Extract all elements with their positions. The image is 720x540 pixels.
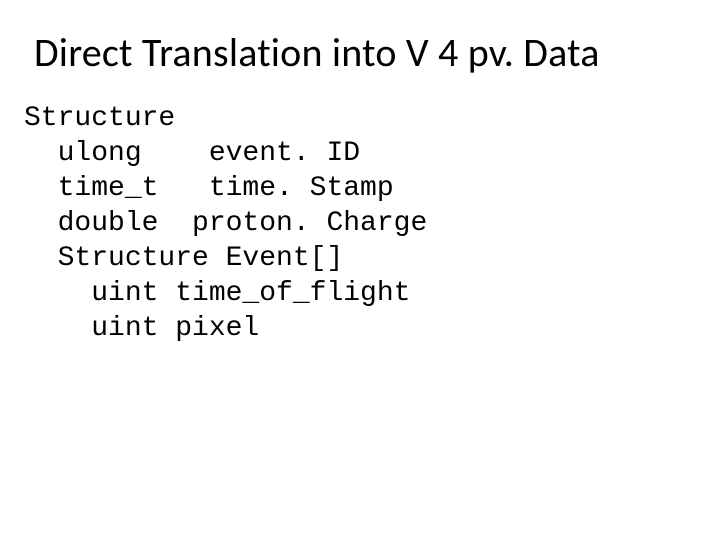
code-line-6: uint time_of_flight <box>24 278 410 309</box>
slide-title: Direct Translation into V 4 pv. Data <box>34 28 686 77</box>
slide: Direct Translation into V 4 pv. Data Str… <box>0 0 720 540</box>
code-line-3: time_t time. Stamp <box>24 173 394 204</box>
code-line-2: ulong event. ID <box>24 138 360 169</box>
code-block: Structure ulong event. ID time_t time. S… <box>24 101 686 346</box>
code-line-5: Structure Event[] <box>24 243 343 274</box>
code-line-7: uint pixel <box>24 313 259 344</box>
code-line-4: double proton. Charge <box>24 208 427 239</box>
code-line-1: Structure <box>24 103 175 134</box>
